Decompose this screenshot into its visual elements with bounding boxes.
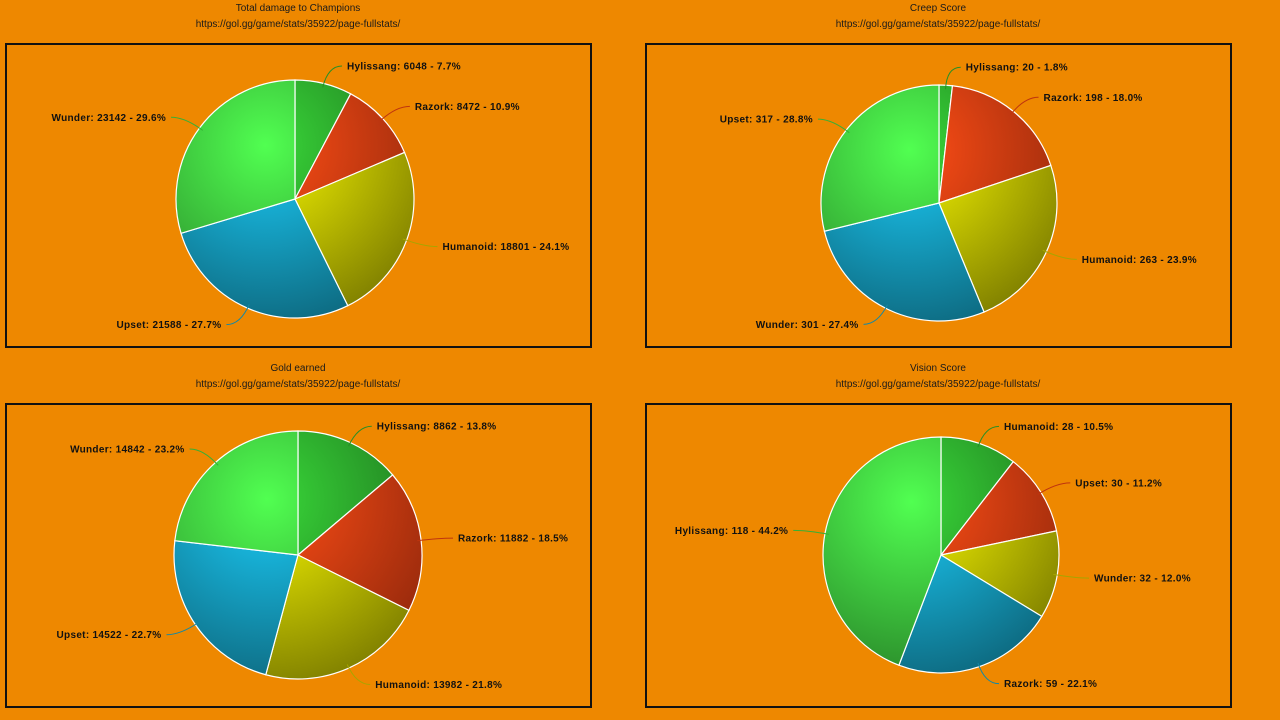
leader-line <box>817 118 850 134</box>
leader-line <box>1053 573 1090 579</box>
leader-line <box>417 537 453 542</box>
pie-chart-creep-score: Hylissang: 20 - 1.8% Razork: 198 - 18.0% H… <box>720 63 1197 331</box>
pie-chart-vision-score: Humanoid: 28 - 10.5% Upset: 30 - 11.2% Wun… <box>675 422 1191 690</box>
data-label-upset: Upset: 14522 - 22.7% <box>57 630 162 641</box>
chart-frame: Hylissang: 20 - 1.8% Razork: 198 - 18.0% H… <box>645 43 1232 348</box>
pie-chart-gold: Hylissang: 8862 - 13.8% Razork: 11882 - 1… <box>57 422 568 691</box>
vision-score-chart-panel: Vision Score https://gol.gg/game/stats/3… <box>640 360 1280 720</box>
leader-line <box>171 116 204 131</box>
leader-line <box>793 529 829 535</box>
leader-line <box>402 238 438 248</box>
leader-line <box>1037 482 1071 495</box>
data-label-hylissang: Hylissang: 20 - 1.8% <box>966 63 1068 74</box>
chart-title: Gold earned <box>270 363 326 374</box>
pie-chart-damage: Hylissang: 6048 - 7.7% Razork: 8472 - 10.… <box>52 62 570 332</box>
chart-title: Creep Score <box>909 3 967 14</box>
leader-line <box>348 425 372 447</box>
data-label-hylissang: Hylissang: 6048 - 7.7% <box>347 62 461 73</box>
data-label-humanoid: Humanoid: 18801 - 24.1% <box>442 242 569 253</box>
data-label-razork: Razork: 198 - 18.0% <box>1044 93 1143 104</box>
data-label-upset: Upset: 21588 - 27.7% <box>116 320 221 331</box>
chart-source-url: https://gol.gg/game/stats/35922/page-ful… <box>835 19 1041 30</box>
leader-line <box>945 66 961 90</box>
data-label-humanoid: Humanoid: 28 - 10.5% <box>1004 422 1113 433</box>
data-label-hylissang: Hylissang: 8862 - 13.8% <box>377 422 497 433</box>
leader-line <box>322 65 343 88</box>
data-label-hylissang: Hylissang: 118 - 44.2% <box>675 526 788 537</box>
leader-line <box>1042 249 1077 260</box>
data-label-wunder: Wunder: 32 - 12.0% <box>1094 574 1191 585</box>
chart-title: Total damage to Champions <box>235 3 361 14</box>
chart-frame: Humanoid: 28 - 10.5% Upset: 30 - 11.2% Wun… <box>645 403 1232 708</box>
data-label-razork: Razork: 8472 - 10.9% <box>415 102 520 113</box>
chart-title: Vision Score <box>910 363 966 374</box>
leader-line <box>189 448 219 466</box>
leader-line <box>977 425 1000 448</box>
leader-line <box>977 662 1000 685</box>
chart-source-url: https://gol.gg/game/stats/35922/page-ful… <box>195 19 401 30</box>
data-label-razork: Razork: 59 - 22.1% <box>1004 679 1097 690</box>
damage-chart-panel: Total damage to Champions https://gol.gg… <box>0 0 640 360</box>
data-label-razork: Razork: 11882 - 18.5% <box>458 534 568 545</box>
data-label-wunder: Wunder: 23142 - 29.6% <box>52 113 167 124</box>
data-label-upset: Upset: 317 - 28.8% <box>720 115 813 126</box>
leader-line <box>226 304 250 326</box>
chart-frame: Hylissang: 8862 - 13.8% Razork: 11882 - 1… <box>5 403 592 708</box>
leader-line <box>346 664 371 686</box>
leader-line <box>1010 96 1039 115</box>
gold-chart-panel: Gold earned https://gol.gg/game/stats/35… <box>0 360 640 720</box>
chart-frame: Hylissang: 6048 - 7.7% Razork: 8472 - 10.… <box>5 43 592 348</box>
creep-score-chart-panel: Creep Score https://gol.gg/game/stats/35… <box>640 0 1280 360</box>
data-label-humanoid: Humanoid: 263 - 23.9% <box>1082 255 1197 266</box>
data-label-upset: Upset: 30 - 11.2% <box>1075 478 1162 489</box>
data-label-wunder: Wunder: 14842 - 23.2% <box>70 444 185 455</box>
data-label-humanoid: Humanoid: 13982 - 21.8% <box>375 680 502 691</box>
chart-source-url: https://gol.gg/game/stats/35922/page-ful… <box>835 379 1041 390</box>
leader-line <box>166 621 199 636</box>
data-label-wunder: Wunder: 301 - 27.4% <box>756 320 859 331</box>
leader-line <box>379 105 410 122</box>
chart-source-url: https://gol.gg/game/stats/35922/page-ful… <box>195 379 401 390</box>
leader-line <box>863 304 888 325</box>
